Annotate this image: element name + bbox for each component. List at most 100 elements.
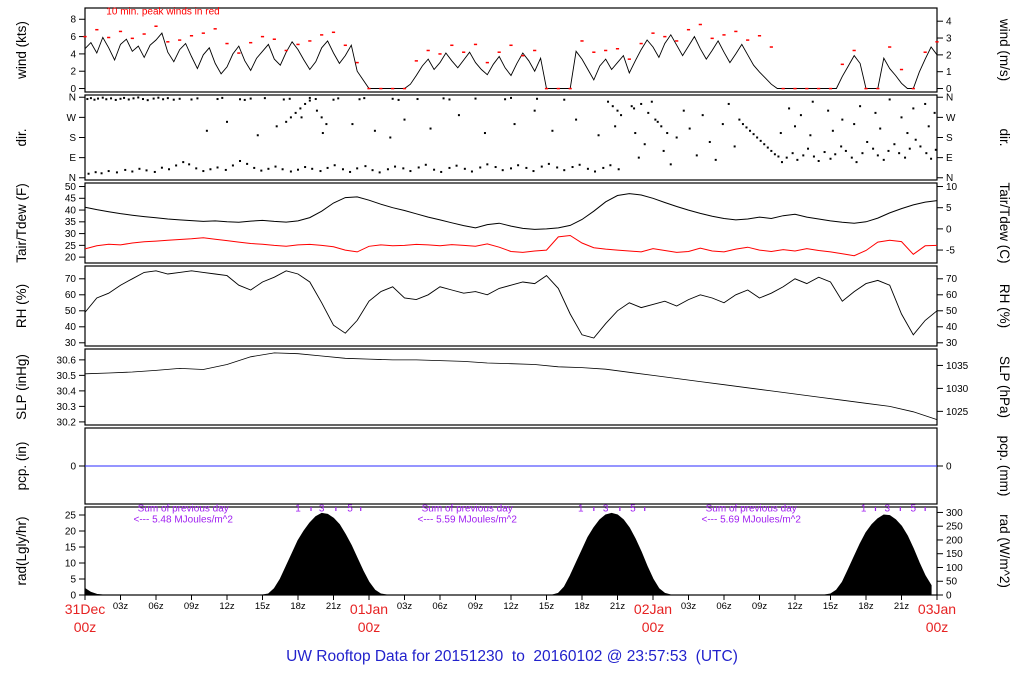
svg-text:0: 0	[946, 590, 952, 601]
svg-text:250: 250	[946, 522, 963, 533]
svg-text:-5: -5	[946, 245, 955, 256]
svg-text:0: 0	[70, 590, 76, 601]
annotation: Sum of previous day	[706, 503, 797, 514]
svg-text:35: 35	[65, 217, 77, 228]
svg-text:E: E	[69, 153, 76, 164]
svg-text:45: 45	[65, 194, 77, 205]
svg-text:20: 20	[65, 253, 77, 264]
x-minor-label: 18z	[290, 601, 306, 612]
x-minor-label: 09z	[184, 601, 200, 612]
x-minor-label: 03z	[681, 601, 697, 612]
x-minor-label: 18z	[858, 601, 874, 612]
ylabel-right-pcp: pcp. (mm)	[997, 436, 1012, 497]
x-minor-label: 09z	[468, 601, 484, 612]
x-major-label-hour: 00z	[74, 619, 97, 635]
x-major-label-date: 01Jan	[350, 601, 388, 617]
svg-text:N: N	[69, 93, 76, 104]
annotation: Sum of previous day	[138, 503, 229, 514]
figure-title: UW Rooftop Data for 20151230 to 20160102…	[0, 648, 1024, 666]
annotation: 3	[319, 503, 325, 514]
svg-text:4: 4	[70, 49, 76, 60]
svg-text:0: 0	[946, 224, 952, 235]
x-minor-label: 21z	[894, 601, 910, 612]
x-minor-label: 09z	[752, 601, 768, 612]
svg-text:1: 1	[946, 67, 952, 78]
x-axis: 03z06z09z12z15z18z21z03z06z09z12z15z18z2…	[65, 595, 956, 635]
svg-text:5: 5	[946, 203, 952, 214]
x-minor-label: 21z	[610, 601, 626, 612]
svg-text:30.5: 30.5	[57, 371, 77, 382]
svg-text:W: W	[946, 113, 956, 124]
panel-dir: dir.dir.NESWNNESWN	[14, 93, 1012, 185]
svg-text:40: 40	[946, 322, 958, 333]
ylabel-right-wind: wind (m/s)	[997, 18, 1012, 81]
x-minor-label: 12z	[787, 601, 803, 612]
x-minor-label: 12z	[219, 601, 235, 612]
svg-text:0: 0	[70, 461, 76, 472]
annotation: 3	[603, 503, 609, 514]
annotation: <--- 5.48 MJoules/m^2	[133, 515, 233, 526]
svg-text:30: 30	[65, 338, 77, 349]
svg-text:S: S	[946, 133, 953, 144]
ylabel-right-rad: rad (W/m^2)	[997, 514, 1012, 588]
ylabel-left-temp: Tair/Tdew (F)	[14, 183, 29, 263]
svg-text:W: W	[67, 113, 77, 124]
annotation: 1	[578, 503, 584, 514]
svg-text:30: 30	[946, 338, 958, 349]
svg-text:10: 10	[65, 558, 77, 569]
panel-wind: wind (kts)wind (m/s)024680123410 min. pe…	[14, 6, 1012, 94]
x-minor-label: 12z	[503, 601, 519, 612]
svg-text:100: 100	[946, 563, 963, 574]
svg-text:20: 20	[65, 526, 77, 537]
svg-text:8: 8	[70, 15, 76, 26]
panel-temp: Tair/Tdew (F)Tair/Tdew (C)20253035404550…	[14, 182, 1012, 264]
annotation: 5	[347, 503, 353, 514]
annotation: 1	[861, 503, 867, 514]
svg-text:70: 70	[946, 274, 958, 285]
svg-text:70: 70	[65, 274, 77, 285]
x-major-label-date: 03Jan	[918, 601, 956, 617]
ylabel-left-slp: SLP (inHg)	[14, 354, 29, 420]
svg-text:N: N	[946, 93, 953, 104]
ylabel-right-dir: dir.	[997, 128, 1012, 146]
x-minor-label: 21z	[326, 601, 342, 612]
ylabel-left-pcp: pcp. (in)	[14, 442, 29, 491]
ylabel-right-slp: SLP (hPa)	[997, 356, 1012, 418]
svg-text:4: 4	[946, 17, 952, 28]
annotation: Sum of previous day	[422, 503, 513, 514]
svg-text:S: S	[69, 133, 76, 144]
svg-text:30.6: 30.6	[57, 355, 77, 366]
ylabel-left-rad: rad(Lgly/hr)	[14, 516, 29, 585]
svg-text:E: E	[946, 153, 953, 164]
svg-text:25: 25	[65, 241, 77, 252]
svg-text:30.3: 30.3	[57, 402, 77, 413]
panel-slp: SLP (inHg)SLP (hPa)30.230.330.430.530.61…	[14, 349, 1012, 428]
x-minor-label: 15z	[255, 601, 271, 612]
svg-text:1035: 1035	[946, 361, 969, 372]
svg-text:10: 10	[946, 182, 958, 193]
x-major-label-hour: 00z	[926, 619, 949, 635]
svg-text:60: 60	[65, 290, 77, 301]
annotation: 3	[885, 503, 891, 514]
svg-text:40: 40	[65, 322, 77, 333]
svg-text:40: 40	[65, 205, 77, 216]
annotation: 10 min. peak winds in red	[106, 6, 219, 17]
x-minor-label: 15z	[539, 601, 555, 612]
svg-text:50: 50	[946, 306, 958, 317]
svg-text:0: 0	[946, 461, 952, 472]
annotation: 5	[911, 503, 917, 514]
svg-text:50: 50	[946, 577, 958, 588]
svg-text:15: 15	[65, 542, 77, 553]
x-minor-label: 15z	[823, 601, 839, 612]
panel-rad: rad(Lgly/hr)rad (W/m^2)05101520250501001…	[14, 503, 1012, 601]
panel-rh: RH (%)RH (%)30405060703040506070	[14, 266, 1012, 349]
x-major-label-date: 02Jan	[634, 601, 672, 617]
x-minor-label: 03z	[113, 601, 129, 612]
ylabel-right-rh: RH (%)	[997, 284, 1012, 328]
ylabel-right-temp: Tair/Tdew (C)	[997, 182, 1012, 263]
x-minor-label: 18z	[574, 601, 590, 612]
x-minor-label: 06z	[432, 601, 448, 612]
svg-text:60: 60	[946, 290, 958, 301]
svg-text:50: 50	[65, 306, 77, 317]
svg-text:1025: 1025	[946, 407, 969, 418]
